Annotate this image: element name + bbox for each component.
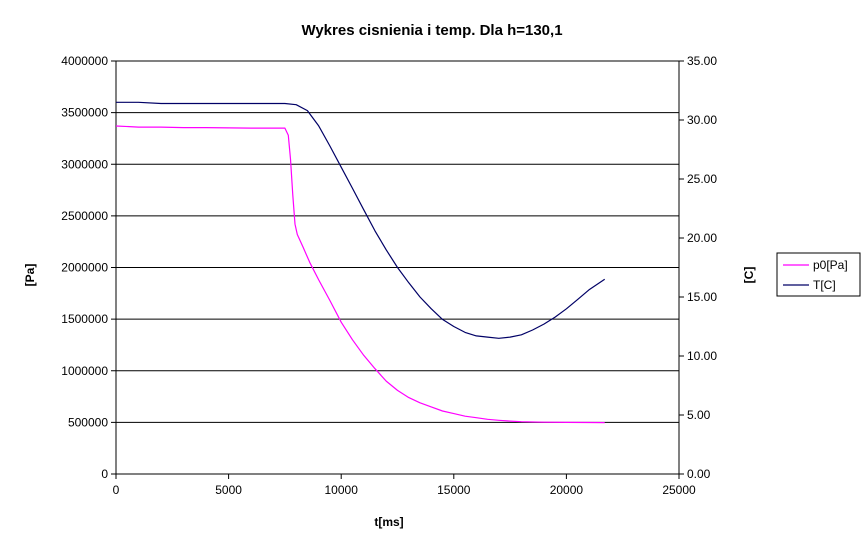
- y-right-tick-label: 25.00: [687, 172, 717, 186]
- y-left-tick-label: 2500000: [61, 209, 108, 223]
- y-left-tick-label: 2000000: [61, 261, 108, 275]
- series-layer: [115, 101, 606, 424]
- y-left-tick-label: 1000000: [61, 364, 108, 378]
- x-tick-label: 0: [113, 483, 120, 497]
- x-tick-label: 25000: [662, 483, 696, 497]
- y-right-tick-label: 30.00: [687, 113, 717, 127]
- x-axis-title: t[ms]: [374, 515, 403, 529]
- axes: 0 500000 1000000 1500000 2000000 2500000 30000…: [61, 54, 717, 497]
- y-right-tick-label: 0.00: [687, 467, 711, 481]
- y-right-axis-title: [C]: [742, 267, 756, 284]
- y-right-tick-label: 5.00: [687, 408, 711, 422]
- series-line-p0: [115, 125, 605, 424]
- x-tick-label: 10000: [325, 483, 359, 497]
- chart-title: Wykres cisnienia i temp. Dla h=130,1: [301, 22, 562, 39]
- legend: p0[Pa] T[C]: [776, 252, 861, 297]
- y-left-tick-label: 1500000: [61, 312, 108, 326]
- y-left-tick-label: 0: [101, 467, 108, 481]
- y-right-tick-label: 10.00: [687, 349, 717, 363]
- legend-label-t: T[C]: [813, 278, 836, 292]
- x-tick-label: 15000: [437, 483, 471, 497]
- legend-box: [776, 252, 861, 297]
- y-right-tick-label: 20.00: [687, 231, 717, 245]
- y-left-tick-label: 3500000: [61, 106, 108, 120]
- y-left-tick-label: 4000000: [61, 54, 108, 68]
- y-right-tick-label: 15.00: [687, 290, 717, 304]
- y-left-axis-title: [Pa]: [23, 264, 37, 287]
- series-line-t: [116, 101, 606, 339]
- grid-lines: [116, 112, 679, 423]
- x-tick-label: 5000: [215, 483, 242, 497]
- y-left-tick-label: 3000000: [61, 157, 108, 171]
- legend-label-p0: p0[Pa]: [813, 258, 848, 272]
- x-tick-label: 20000: [550, 483, 584, 497]
- y-left-tick-label: 500000: [68, 415, 108, 429]
- y-right-tick-label: 35.00: [687, 54, 717, 68]
